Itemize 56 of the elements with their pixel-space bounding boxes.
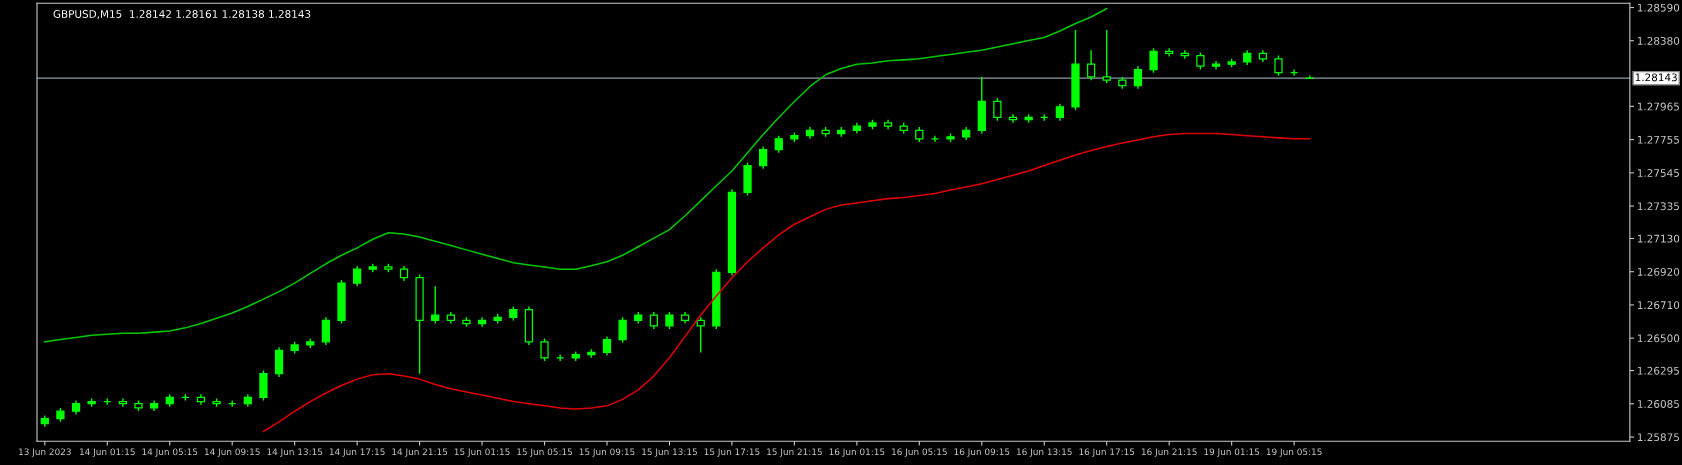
x-tick-label: 14 Jun 13:15	[267, 448, 323, 457]
x-tick-label: 19 Jun 05:15	[1266, 448, 1322, 457]
candlestick	[274, 346, 284, 378]
candlestick	[1102, 29, 1111, 84]
x-tick-label: 16 Jun 21:15	[1141, 448, 1197, 457]
text: GBPUSD,M15 1.28142 1.28161 1.28138 1.28143	[53, 10, 311, 19]
x-tick-label: 16 Jun 05:15	[892, 448, 947, 457]
x-tick-label: 16 Jun 09:15	[954, 448, 1010, 457]
candlestick	[259, 369, 268, 402]
x-tick-label: 13 Jun 2023	[19, 448, 71, 457]
x-tick-label: 14 Jun 05:15	[142, 448, 198, 457]
candlestick	[759, 145, 768, 170]
x-tick-label: 16 Jun 01:15	[829, 448, 885, 457]
x-tick-label: 14 Jun 09:15	[204, 448, 260, 457]
candlestick	[321, 316, 331, 346]
line-series	[44, 7, 1108, 343]
y-tick-label: 1.26710	[1637, 301, 1680, 310]
candlestick	[1149, 47, 1158, 74]
candlestick	[1133, 65, 1143, 90]
x-tick-label: 14 Jun 17:15	[329, 448, 385, 457]
y-tick-label: 1.26920	[1637, 267, 1680, 276]
x-tick-label: 16 Jun 13:15	[1016, 448, 1072, 457]
x-tick-label: 15 Jun 05:15	[517, 448, 572, 457]
candlestick	[431, 285, 440, 325]
y-tick-label: 1.28380	[1637, 36, 1680, 45]
y-tick-label: 1.26500	[1637, 334, 1680, 343]
x-tick-label: 19 Jun 01:15	[1204, 448, 1260, 457]
candlestick	[1165, 47, 1174, 58]
y-tick-label: 1.26295	[1637, 366, 1679, 375]
candlestick	[1086, 49, 1096, 81]
candlestick	[540, 337, 549, 362]
line-series	[262, 132, 1311, 433]
candlestick	[352, 265, 362, 287]
y-tick-label: 1.27545	[1637, 169, 1679, 177]
x-tick-label: 15 Jun 09:15	[579, 448, 635, 457]
candlestick	[477, 316, 487, 328]
y-tick-label: 1.26085	[1637, 400, 1679, 408]
x-tick-label: 15 Jun 17:15	[704, 448, 760, 457]
candlestick	[1274, 54, 1283, 77]
candlestick	[118, 397, 128, 408]
y-tick-label: 1.25875	[1637, 433, 1679, 442]
candlestick	[602, 335, 612, 357]
y-tick-label: 1.27755	[1637, 135, 1679, 144]
y-tick-label: 1.27130	[1637, 234, 1680, 243]
candlestick	[618, 316, 627, 344]
y-tick-label: 1.27335	[1637, 202, 1679, 211]
x-tick-label: 15 Jun 13:15	[642, 448, 697, 457]
y-tick-label: 1.27965	[1637, 102, 1679, 111]
x-tick-label: 15 Jun 01:15	[454, 448, 510, 457]
y-tick-label: 1.28590	[1637, 3, 1680, 12]
ref-line-label: 1.28143	[1635, 73, 1677, 82]
x-tick-label: 14 Jun 21:15	[392, 448, 448, 457]
x-tick-label: 15 Jun 21:15	[767, 448, 822, 457]
x-tick-label: 16 Jun 17:15	[1079, 448, 1135, 457]
candlestick	[993, 97, 1002, 122]
x-tick-label: 14 Jun 01:15	[80, 448, 135, 457]
